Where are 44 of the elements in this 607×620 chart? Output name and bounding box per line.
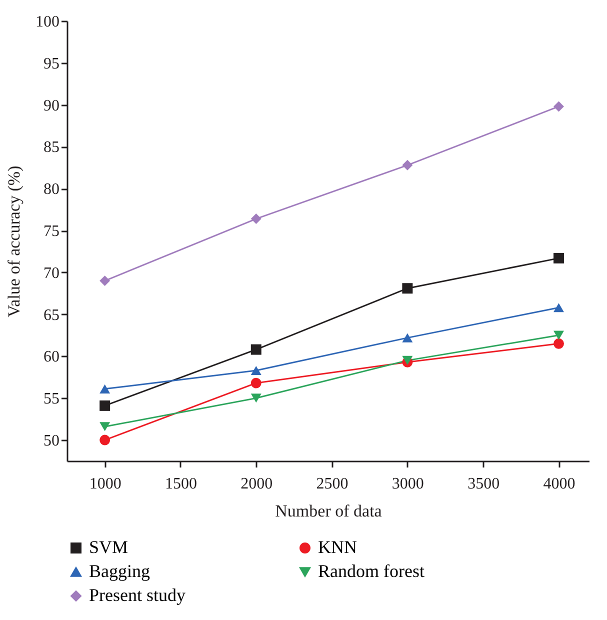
y-tick-label: 85	[44, 139, 60, 156]
point	[402, 160, 413, 170]
x-tick-label: 2000	[240, 476, 273, 492]
y-axis-title: Value of accuracy (%)	[4, 166, 24, 318]
legend-label: Bagging	[89, 561, 150, 581]
point	[250, 344, 262, 355]
point	[100, 400, 110, 411]
point	[553, 252, 564, 264]
y-tick-label: 95	[44, 55, 60, 72]
legend-label: Present study	[89, 585, 186, 605]
x-tick-label: 2500	[316, 476, 348, 492]
x-tick-label: 1500	[164, 476, 197, 492]
y-tick-label: 65	[44, 306, 60, 324]
y-tick-label: 70	[44, 264, 60, 282]
x-tick-label: 1000	[89, 476, 122, 492]
y-tick-label: 60	[44, 348, 60, 366]
point	[100, 434, 110, 446]
x-tick-label: 3500	[468, 476, 500, 492]
legend-label: Random forest	[318, 561, 424, 581]
legend-label: KNN	[318, 537, 357, 557]
point	[553, 330, 564, 340]
point	[100, 384, 110, 394]
legend-label: SVM	[89, 537, 128, 557]
y-tick-label: 50	[44, 432, 60, 450]
x-tick-label: 3000	[392, 476, 424, 492]
point	[402, 333, 413, 342]
y-tick-label: 100	[36, 14, 60, 30]
point	[250, 378, 262, 388]
point	[402, 283, 413, 294]
x-axis-title: Number of data	[275, 502, 382, 520]
point	[250, 394, 262, 403]
y-tick-label: 90	[44, 97, 60, 114]
y-tick-label: 55	[44, 390, 60, 408]
point	[250, 366, 262, 376]
y-tick-label: 75	[44, 223, 60, 240]
x-tick-label: 4000	[543, 476, 576, 492]
y-tick-label: 80	[44, 181, 60, 198]
point	[100, 422, 110, 432]
point	[553, 101, 564, 112]
point	[402, 356, 413, 365]
point	[553, 338, 564, 349]
point	[553, 303, 564, 312]
point	[100, 276, 110, 286]
point	[250, 214, 262, 224]
